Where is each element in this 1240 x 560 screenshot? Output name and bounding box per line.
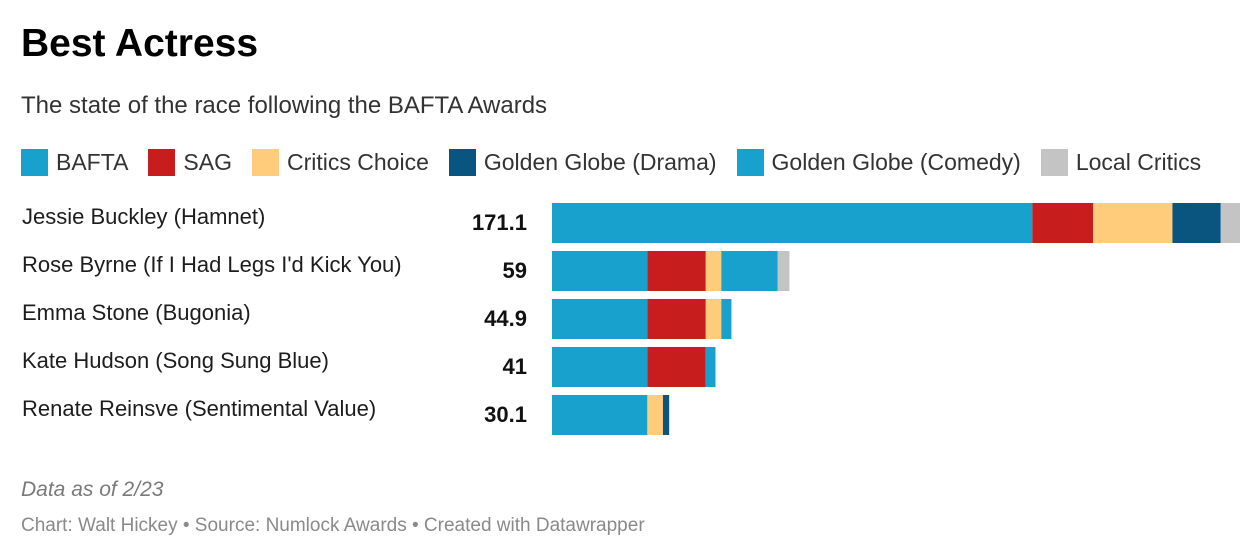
bar-segment (1093, 203, 1173, 243)
row-label: Jessie Buckley (Hamnet) (22, 204, 265, 229)
bar-segment (777, 251, 790, 291)
legend-item: Critics Choice (252, 148, 429, 176)
legend-label: Golden Globe (Drama) (483, 148, 717, 175)
chart-subtitle: The state of the race following the BAFT… (21, 92, 548, 119)
legend-swatch (736, 148, 764, 176)
bar-segment (647, 395, 663, 435)
legend-item: BAFTA (21, 148, 129, 176)
legend-swatch (448, 148, 476, 176)
chart-footer: Chart: Walt Hickey • Source: Numlock Awa… (21, 515, 645, 536)
row-total-label: 41 (503, 354, 527, 379)
bar-segment (552, 395, 648, 435)
bar-segment (721, 299, 732, 339)
legend-item: SAG (148, 148, 232, 176)
legend-item: Golden Globe (Drama) (448, 148, 717, 176)
bar-segment (705, 251, 722, 291)
chart-plot-area: Jessie Buckley (Hamnet) 171.1 Rose Byrne (… (22, 203, 1240, 435)
legend-item: Golden Globe (Comedy) (736, 148, 1021, 176)
row-label: Emma Stone (Bugonia) (22, 300, 251, 325)
bar-segment (1172, 203, 1221, 243)
legend-label: BAFTA (56, 148, 129, 175)
bar-segment (552, 203, 1033, 243)
bar-segment (662, 395, 670, 435)
bar-segment (1032, 203, 1094, 243)
legend-swatch (21, 148, 48, 176)
bar-segment (647, 251, 706, 291)
bar-segment (705, 347, 716, 387)
legend-label: Golden Globe (Comedy) (771, 148, 1021, 175)
chart-title: Best Actress (21, 22, 259, 65)
row-total-label: 30.1 (484, 402, 527, 427)
legend-swatch (1040, 148, 1068, 176)
bar-segment (552, 251, 648, 291)
bar-segment (552, 299, 648, 339)
legend-label: Local Critics (1075, 148, 1202, 175)
legend-label: SAG (183, 148, 232, 175)
row-total-label: 44.9 (484, 306, 527, 331)
legend-item: Local Critics (1040, 148, 1202, 176)
row-label: Kate Hudson (Song Sung Blue) (22, 348, 329, 373)
row-label: Rose Byrne (If I Had Legs I'd Kick You) (22, 252, 402, 277)
data-note: Data as of 2/23 (21, 478, 164, 501)
row-total-label: 59 (503, 258, 527, 283)
row-total-label: 171.1 (472, 210, 527, 235)
legend: BAFTA SAG Critics Choice Golden Globe (Dram… (21, 147, 1221, 177)
legend-swatch (252, 148, 279, 176)
legend-swatch (148, 148, 176, 176)
row-label: Renate Reinsve (Sentimental Value) (22, 396, 376, 421)
bar-segment (552, 347, 648, 387)
bar-segment (721, 251, 778, 291)
bar-segment (705, 299, 722, 339)
bar-segment (1220, 203, 1240, 243)
bar-segment (647, 347, 706, 387)
bar-segment (647, 299, 706, 339)
legend-label: Critics Choice (287, 148, 429, 175)
